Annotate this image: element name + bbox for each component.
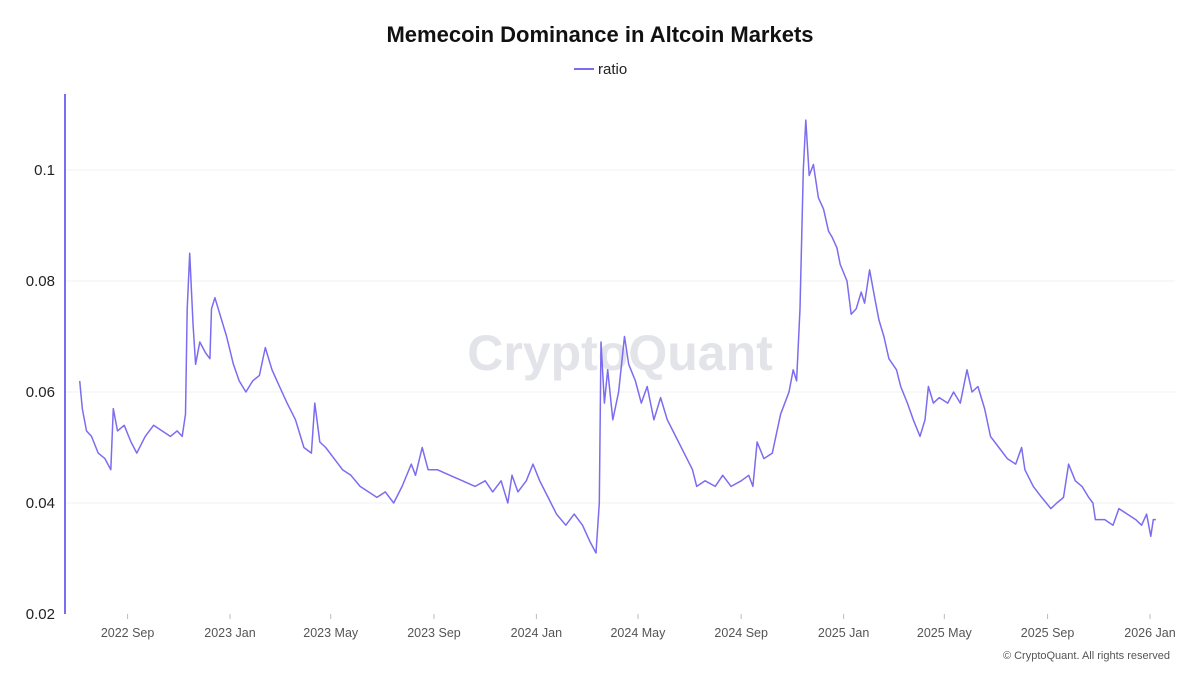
- x-tick-label: 2023 May: [303, 626, 359, 640]
- x-tick-label: 2025 Jan: [818, 626, 869, 640]
- y-tick-label: 0.02: [26, 606, 55, 623]
- series-line-ratio[interactable]: [78, 119, 1156, 554]
- y-tick-label: 0.08: [26, 273, 55, 290]
- x-tick-label: 2025 May: [917, 626, 973, 640]
- x-tick-label: 2024 Jan: [511, 626, 562, 640]
- x-tick-label: 2023 Jan: [204, 626, 255, 640]
- gridlines: [66, 169, 1175, 504]
- x-tick-label: 2024 May: [610, 626, 666, 640]
- copyright-footer: © CryptoQuant. All rights reserved: [1003, 650, 1170, 662]
- legend-label-ratio: ratio: [598, 61, 627, 78]
- x-tick-label: 2023 Sep: [407, 626, 461, 640]
- x-tick-label: 2022 Sep: [101, 626, 155, 640]
- x-tick-label: 2024 Sep: [714, 626, 768, 640]
- legend[interactable]: ratio: [574, 61, 627, 78]
- y-axis-ticks: 0.02 0.04 0.06 0.08 0.1: [26, 162, 55, 623]
- y-tick-label: 0.06: [26, 384, 55, 401]
- x-tick-label: 2025 Sep: [1021, 626, 1075, 640]
- y-tick-label: 0.04: [26, 495, 55, 512]
- x-tick-label: 2026 Jan: [1124, 626, 1175, 640]
- y-tick-label: 0.1: [34, 162, 55, 179]
- chart-title: Memecoin Dominance in Altcoin Markets: [386, 22, 813, 47]
- x-axis-ticks: 2022 Sep 2023 Jan 2023 May 2023 Sep 2024 Jan…: [101, 614, 1176, 640]
